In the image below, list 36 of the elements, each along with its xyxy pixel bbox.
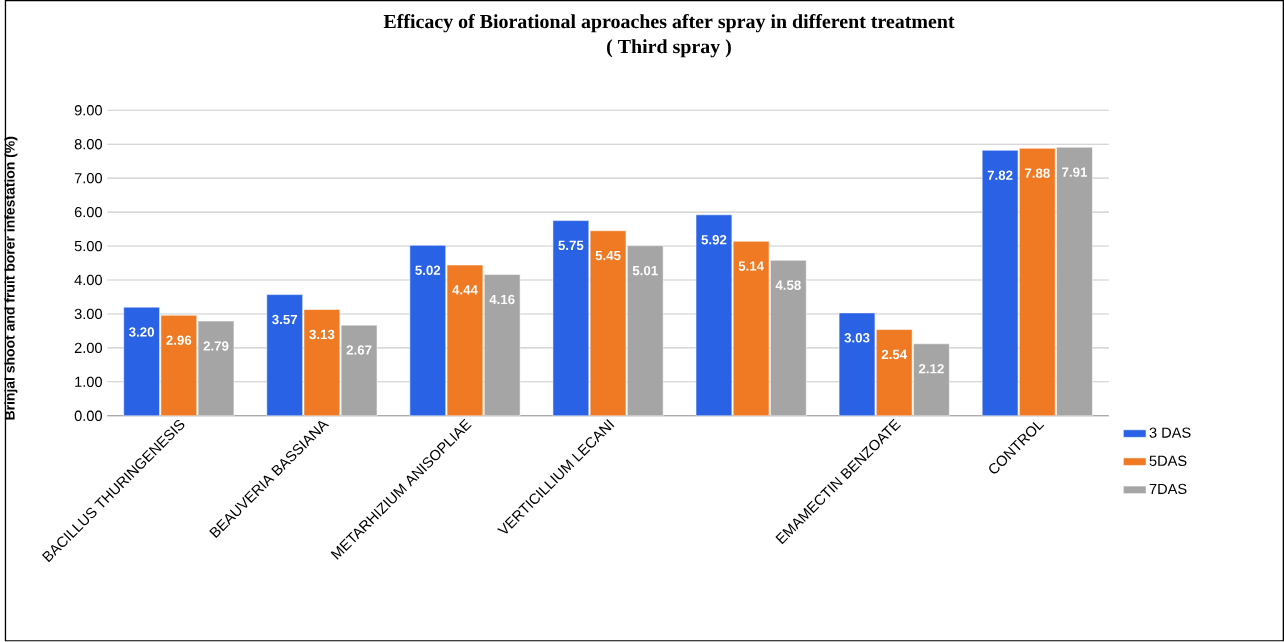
data-label: 5.92: [701, 235, 727, 245]
y-tick-label: 9.00: [74, 105, 102, 116]
data-label: 3.13: [309, 329, 335, 340]
data-label: 5.01: [632, 266, 658, 276]
data-label: 2.96: [166, 335, 192, 346]
data-label: 5.14: [738, 261, 764, 271]
data-label: 2.12: [918, 364, 944, 374]
y-tick-label: 6.00: [74, 207, 102, 218]
chart-subtitle: ( Third spray ): [607, 39, 731, 58]
data-label: 3.03: [844, 333, 870, 343]
y-tick-label: 5.00: [74, 241, 102, 252]
legend-label: 7DAS: [1149, 483, 1187, 495]
data-label: 5.75: [558, 240, 584, 251]
legend-label: 3 DAS: [1149, 427, 1191, 439]
data-label: 2.79: [203, 341, 229, 351]
data-label: 2.67: [346, 345, 372, 355]
data-label: 5.45: [595, 251, 621, 261]
y-tick-label: 2.00: [74, 342, 102, 354]
data-label: 3.57: [272, 314, 298, 325]
y-tick-label: 1.00: [75, 376, 102, 388]
data-label: 7.88: [1024, 168, 1050, 179]
data-label: 5.02: [415, 265, 441, 276]
y-tick-label: 7.00: [74, 173, 102, 184]
y-tick-label: 0.00: [74, 410, 102, 422]
y-tick-label: 8.00: [74, 139, 102, 150]
data-label: 7.91: [1062, 167, 1088, 178]
y-tick-label: 3.00: [74, 308, 102, 320]
data-label: 4.58: [775, 280, 801, 291]
data-label: 2.54: [881, 349, 908, 360]
data-label: 4.44: [452, 285, 478, 295]
data-label: 7.82: [987, 170, 1013, 181]
y-tick-label: 4.00: [74, 275, 102, 286]
data-label: 3.20: [129, 327, 155, 337]
chart-title: Efficacy of Biorational aproaches after spray in different treatment: [383, 14, 955, 33]
data-label: 4.16: [489, 294, 515, 305]
legend-label: 5DAS: [1149, 455, 1187, 467]
